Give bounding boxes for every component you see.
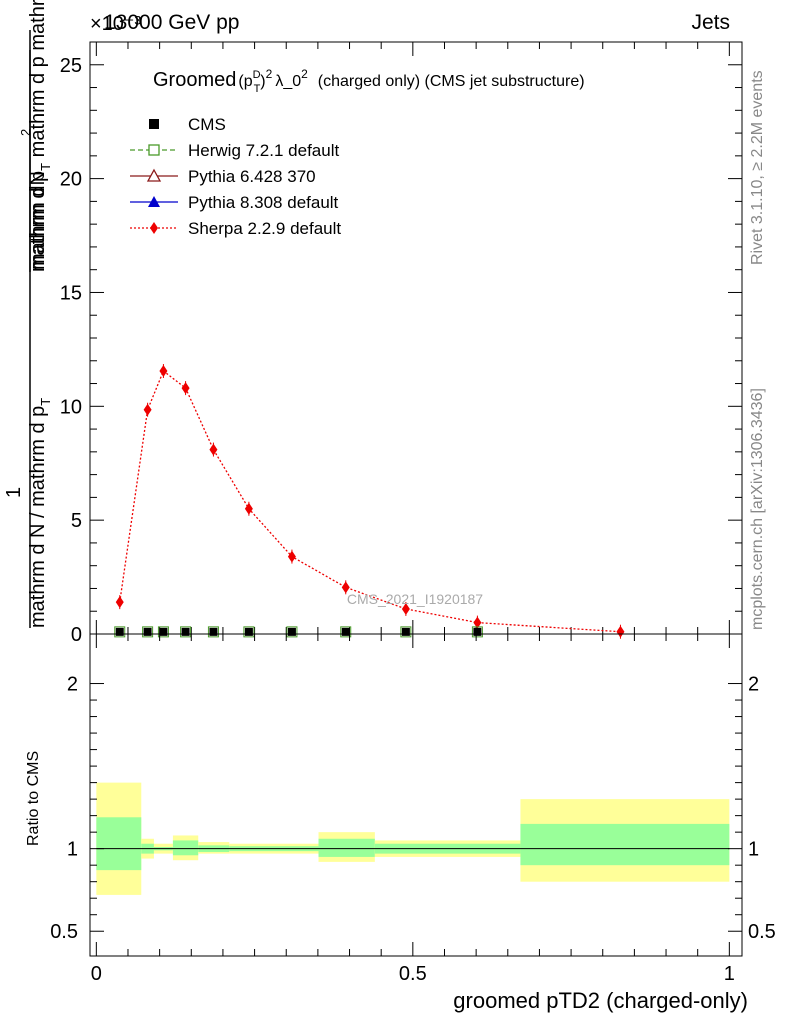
inner-band-bin [318, 838, 375, 857]
ratio-y-tick-label: 1 [67, 839, 78, 861]
cms-point [115, 627, 124, 636]
herwig-point [471, 626, 483, 638]
ylabel-numerator-sup: 2 [18, 129, 33, 136]
y-tick-label: 5 [71, 510, 82, 532]
herwig-point [400, 626, 412, 638]
legend-marker [146, 168, 162, 182]
sherpa-point [159, 365, 168, 378]
herwig-point [180, 626, 192, 638]
sherpa-point [341, 581, 350, 594]
cms-point [143, 627, 152, 636]
legend: CMS Herwig 7.2.1 default Pythia 6.428 370 P… [130, 115, 341, 238]
chart-title: Groomed (pD T)2 λ_02 (charged only) (CMS jet… [153, 67, 585, 95]
ratio-y-tick-label: 0.5 [50, 921, 78, 943]
herwig-point [157, 626, 169, 638]
header-right: Jets [691, 11, 730, 34]
ylabel-denominator-b: mathrm d pT mathrm d p mathrm d lambda [27, 0, 53, 272]
herwig-point [207, 626, 219, 638]
cms-point [287, 627, 296, 636]
ylabel-one: 1 [3, 487, 25, 498]
sherpa-point [209, 443, 218, 456]
legend-label: Pythia 8.308 default [188, 193, 339, 212]
inner-band-bin [172, 840, 199, 856]
legend-label: Pythia 6.428 370 [188, 167, 316, 186]
legend-marker [148, 196, 160, 207]
sherpa-point [287, 550, 296, 563]
xlabel: groomed pTD2 (charged-only) [453, 988, 748, 1013]
herwig-point [340, 626, 352, 638]
cms-point [401, 627, 410, 636]
sherpa-point [401, 602, 410, 615]
y-tick-label: 15 [60, 282, 82, 304]
legend-label: CMS [188, 115, 226, 134]
legend-marker [148, 144, 160, 156]
inner-band-bin [96, 817, 142, 871]
cms-point [341, 627, 350, 636]
x-tick-label: 0.5 [399, 963, 427, 985]
herwig-point [243, 626, 255, 638]
cms-point [159, 627, 168, 636]
ratio-y-tick-label-right: 1 [748, 839, 759, 861]
svg-text:Groomed(pDT)2λ_02(charged only: Groomed (pD T)2 λ_02 (charged only) (CMS jet… [153, 67, 585, 95]
analysis-watermark: CMS_2021_I1920187 [347, 591, 483, 607]
ratio-y-tick-label: 2 [67, 674, 78, 696]
herwig-point [114, 626, 126, 638]
ylabel-numerator: mathrm dN [27, 171, 49, 270]
sherpa-point [473, 616, 482, 629]
rivet-label: Rivet 3.1.10, ≥ 2.2M events [749, 70, 766, 265]
inner-band-bin [520, 823, 730, 866]
x-tick-label: 1 [724, 963, 735, 985]
legend-marker [149, 119, 159, 129]
sherpa-point [115, 596, 124, 609]
sherpa-point [616, 625, 625, 638]
sherpa-point [244, 502, 253, 515]
ratio-y-tick-label-right: 2 [748, 674, 759, 696]
cms-point [244, 627, 253, 636]
sherpa-point [143, 403, 152, 416]
y-tick-label: 20 [60, 169, 82, 191]
ratio-plot: 0 0.5 1 0.5 0.5 1 1 2 2 [50, 633, 776, 985]
y-tick-label: 0 [71, 624, 82, 646]
x-tick-label: 0 [91, 963, 102, 985]
legend-label: Herwig 7.2.1 default [188, 141, 339, 160]
ratio-ylabel: Ratio to CMS [25, 751, 42, 846]
cms-point [473, 627, 482, 636]
header-left: 13000 GeV pp [104, 11, 239, 34]
ylabel-denominator-a: mathrm d N / mathrm d pT [27, 398, 53, 628]
cms-point [209, 627, 218, 636]
main-ylabel: 1 mathrm dN 2 mathrm d pT mathrm d p mat… [3, 0, 53, 628]
legend-marker [150, 222, 158, 234]
sherpa-point [181, 382, 190, 395]
ratio-frame [89, 633, 743, 957]
ratio-y-tick-label-right: 0.5 [748, 921, 776, 943]
main-plot: 0 5 10 15 20 25 [60, 41, 743, 646]
herwig-point [142, 626, 154, 638]
y-tick-label: 25 [60, 55, 82, 77]
y-tick-label: 10 [60, 396, 82, 418]
legend-label: Sherpa 2.2.9 default [188, 219, 341, 238]
exponent-label: ×10⁻³ [90, 13, 141, 35]
cms-point [181, 627, 190, 636]
mcplots-label: mcplots.cern.ch [arXiv:1306.3436] [749, 388, 766, 630]
herwig-point [286, 626, 298, 638]
